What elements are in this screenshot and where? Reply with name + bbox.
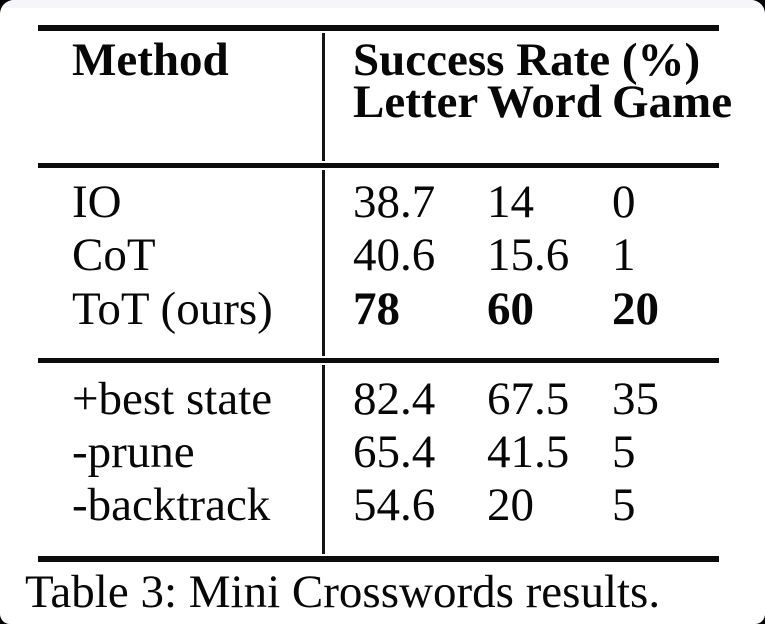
- method-cell: CoT: [72, 229, 156, 281]
- game-cell: 0: [612, 176, 636, 228]
- page-top-strip: [0, 0, 765, 8]
- table-row: +best state 82.4 67.5 35: [0, 373, 765, 427]
- word-cell: 60: [487, 283, 534, 335]
- table-rule-top: [38, 25, 719, 31]
- column-divider-header: [322, 33, 325, 161]
- table-row: -prune 65.4 41.5 5: [0, 426, 765, 480]
- letter-cell: 78: [353, 283, 400, 335]
- table-row: IO 38.7 14 0: [0, 176, 765, 230]
- column-divider-section2: [322, 365, 325, 554]
- table-row: -backtrack 54.6 20 5: [0, 479, 765, 533]
- game-cell: 5: [612, 426, 636, 478]
- method-cell: -backtrack: [72, 479, 271, 531]
- letter-cell: 38.7: [353, 176, 436, 228]
- header-group-label: Success Rate (%): [353, 34, 701, 86]
- table-row: ToT (ours) 78 60 20: [0, 283, 765, 337]
- game-cell: 20: [612, 283, 659, 335]
- method-cell: IO: [72, 176, 122, 228]
- column-divider-section1: [322, 170, 325, 356]
- game-cell: 35: [612, 373, 659, 425]
- word-cell: 20: [487, 479, 534, 531]
- game-cell: 5: [612, 479, 636, 531]
- letter-cell: 54.6: [353, 479, 436, 531]
- subheader-letter-label: Letter: [353, 76, 479, 128]
- header-method-label: Method: [72, 34, 229, 86]
- subheader-game-label: Game: [612, 76, 733, 128]
- word-cell: 14: [487, 176, 534, 228]
- table-rule-below-header: [38, 163, 719, 168]
- table-rule-bottom: [38, 556, 719, 562]
- game-cell: 1: [612, 229, 636, 281]
- table-rule-midsection: [38, 358, 719, 363]
- letter-cell: 82.4: [353, 373, 436, 425]
- method-cell: -prune: [72, 426, 195, 478]
- subheader-word-label: Word: [487, 76, 602, 128]
- letter-cell: 65.4: [353, 426, 436, 478]
- table-subheader-row: Letter Word Game: [0, 76, 765, 130]
- method-cell: ToT (ours): [72, 283, 273, 335]
- table-header-row: Method Success Rate (%): [0, 34, 765, 88]
- word-cell: 15.6: [487, 229, 570, 281]
- word-cell: 67.5: [487, 373, 570, 425]
- word-cell: 41.5: [487, 426, 570, 478]
- table-caption: Table 3: Mini Crosswords results.: [25, 566, 661, 618]
- table-row: CoT 40.6 15.6 1: [0, 229, 765, 283]
- method-cell: +best state: [72, 373, 273, 425]
- letter-cell: 40.6: [353, 229, 436, 281]
